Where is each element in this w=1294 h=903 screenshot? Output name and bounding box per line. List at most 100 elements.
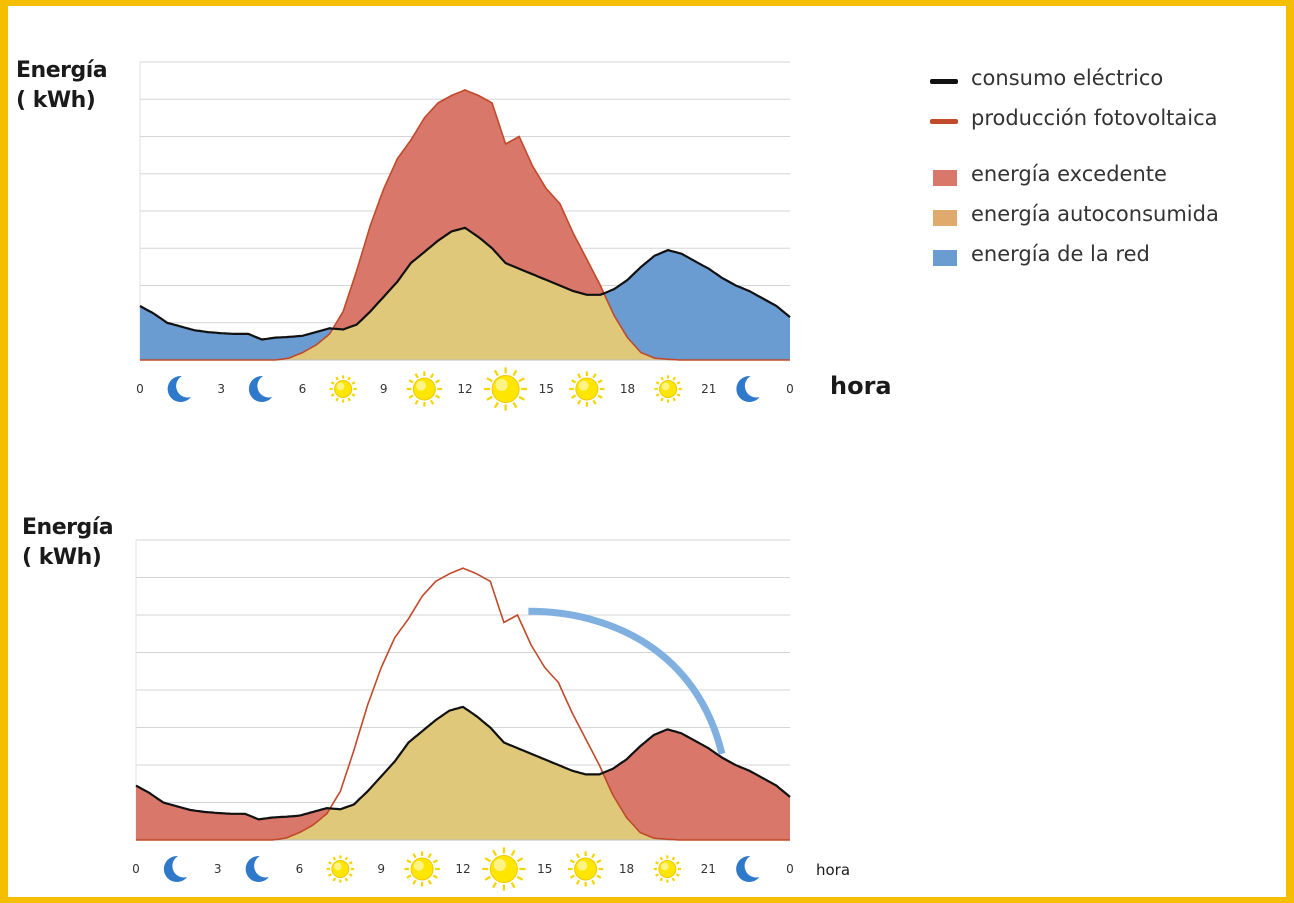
sun-ray	[330, 393, 335, 397]
line-consumo-electrico	[135, 705, 791, 821]
x-tick-label: 12	[455, 862, 470, 876]
sun-highlight	[578, 380, 589, 391]
chart1-ylabel-line1: Energía	[16, 58, 108, 83]
x-tick-label: 6	[296, 862, 304, 876]
sun-ray	[659, 877, 664, 882]
legend-line-consumo	[930, 79, 958, 84]
sun-icon	[654, 375, 682, 403]
sun-ray	[671, 877, 676, 882]
legend-label: energía autoconsumida	[971, 202, 1219, 226]
legend-item-autoconsumida: energía autoconsumida	[925, 198, 1285, 238]
legend-label: consumo eléctrico	[971, 66, 1164, 90]
sun-ray	[596, 859, 602, 864]
legend-label: energía de la red	[971, 242, 1150, 266]
legend-swatch-autoconsumida	[933, 210, 957, 226]
moon-icon	[245, 854, 278, 882]
sun-ray	[486, 395, 493, 401]
sun-ray	[518, 395, 525, 401]
sun-highlight	[577, 860, 588, 871]
line-consumo-electrico	[139, 226, 791, 341]
sun-ray	[676, 393, 681, 397]
sun-highlight	[661, 382, 670, 391]
legend-label: producción fotovoltaica	[971, 106, 1218, 130]
chart2-ylabel: Energía ( kWh)	[22, 513, 114, 573]
sun-ray	[486, 377, 493, 383]
sun-ray	[676, 381, 681, 385]
sun-ray	[660, 376, 664, 381]
sun-icon	[484, 367, 528, 411]
chart2-xlabel: hora	[816, 861, 851, 879]
sun-ray	[655, 861, 659, 865]
sun-ray	[591, 879, 596, 885]
area-energia-autoconsumida	[136, 706, 790, 840]
sun-icon	[569, 371, 605, 407]
moon-icon-cutout	[254, 854, 278, 878]
sun-ray	[429, 373, 435, 379]
x-tick-label: 0	[132, 862, 140, 876]
sun-ray	[671, 856, 676, 861]
sun-highlight	[493, 858, 506, 872]
sun-ray	[351, 393, 356, 397]
sun-ray	[575, 879, 581, 885]
sun-ray	[592, 399, 597, 405]
sun-ray	[414, 373, 419, 379]
sun-ray	[575, 853, 581, 859]
sun-ray	[512, 401, 518, 409]
sun-ray	[412, 879, 417, 885]
legend-item-red: energía de la red	[925, 238, 1285, 278]
sun-ray	[330, 381, 335, 385]
sun-ray	[512, 369, 518, 377]
moon-icon	[167, 374, 200, 402]
sun-ray	[655, 873, 659, 877]
moon-icon-cutout	[172, 854, 196, 878]
sun-ray	[571, 394, 577, 399]
sun-ray	[516, 857, 524, 863]
sun-ray	[675, 861, 680, 865]
moon-icon-cutout	[744, 854, 768, 878]
sun-highlight	[495, 378, 508, 392]
chart2-ylabel-line2: ( kWh)	[22, 545, 102, 570]
legend-line-produccion	[930, 119, 958, 124]
sun-highlight	[334, 862, 342, 871]
x-tick-label: 3	[217, 382, 225, 396]
sun-ray	[406, 859, 412, 864]
moon-icon	[736, 374, 768, 402]
sun-ray	[347, 397, 351, 402]
x-tick-label: 3	[214, 862, 222, 876]
sun-ray	[348, 873, 353, 877]
sun-ray	[344, 856, 349, 861]
sun-ray	[660, 397, 664, 402]
x-tick-label: 12	[457, 382, 472, 396]
sun-highlight	[413, 860, 424, 871]
x-tick-label: 9	[380, 382, 388, 396]
chart1-ylabel: Energía ( kWh)	[16, 56, 108, 116]
sun-ray	[484, 875, 492, 881]
sun-ray	[406, 874, 412, 879]
sun-ray	[655, 393, 660, 397]
sun-ray	[655, 381, 660, 385]
x-tick-label: 0	[786, 862, 794, 876]
sun-icon	[326, 855, 354, 883]
x-tick-label: 0	[786, 382, 794, 396]
sun-ray	[569, 874, 575, 879]
moon-icon	[736, 854, 768, 882]
sun-ray	[335, 397, 339, 402]
sun-ray	[597, 394, 603, 399]
sun-ray	[435, 379, 441, 384]
moon-icon	[248, 374, 281, 402]
legend: consumo eléctrico producción fotovoltaic…	[925, 62, 1285, 278]
x-tick-label: 21	[701, 382, 716, 396]
sun-ray	[408, 379, 414, 384]
legend-item-consumo: consumo eléctrico	[925, 62, 1285, 102]
sun-ray	[510, 881, 516, 889]
x-tick-label: 9	[377, 862, 385, 876]
chart1-ylabel-line2: ( kWh)	[16, 88, 96, 113]
sun-ray	[672, 397, 676, 402]
sun-ray	[675, 873, 680, 877]
sun-ray	[408, 394, 414, 399]
sun-ray	[597, 379, 603, 384]
sun-ray	[435, 394, 441, 399]
sun-ray	[518, 377, 525, 383]
sun-ray	[328, 873, 332, 877]
